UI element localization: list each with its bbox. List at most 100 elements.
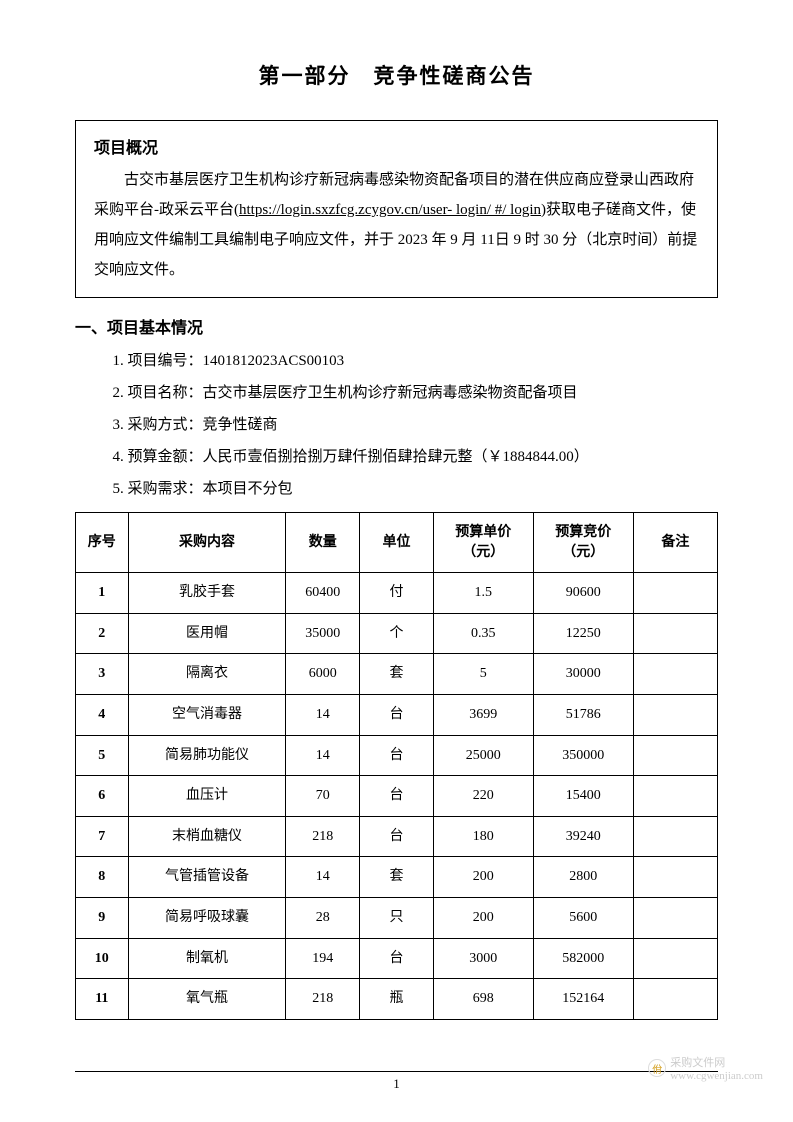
table-row: 2医用帽35000个0.3512250	[76, 613, 718, 654]
cell-total: 51786	[533, 694, 633, 735]
cell-unit: 台	[360, 776, 434, 817]
table-row: 5简易肺功能仪14台25000350000	[76, 735, 718, 776]
cell-unit: 个	[360, 613, 434, 654]
cell-remark	[633, 573, 717, 614]
cell-seq: 11	[76, 979, 129, 1020]
cell-unit: 台	[360, 694, 434, 735]
cell-seq: 10	[76, 938, 129, 979]
info-item-project-name: 2. 项目名称：古交市基层医疗卫生机构诊疗新冠病毒感染物资配备项目	[113, 378, 719, 408]
table-header-row: 序号 采购内容 数量 单位 预算单价（元） 预算竞价（元） 备注	[76, 513, 718, 573]
info-item-procurement-method: 3. 采购方式：竞争性磋商	[113, 410, 719, 440]
overview-paragraph: 古交市基层医疗卫生机构诊疗新冠病毒感染物资配备项目的潜在供应商应登录山西政府采购…	[94, 165, 699, 285]
cell-content: 末梢血糖仪	[128, 816, 286, 857]
platform-link[interactable]: https://login.sxzfcg.zcygov.cn/user- log…	[239, 202, 541, 218]
page-title: 第一部分 竞争性磋商公告	[75, 60, 718, 90]
header-unitprice: 预算单价（元）	[433, 513, 533, 573]
cell-unit: 瓶	[360, 979, 434, 1020]
cell-unitprice: 200	[433, 897, 533, 938]
overview-heading: 项目概况	[94, 133, 699, 165]
table-row: 4空气消毒器14台369951786	[76, 694, 718, 735]
cell-content: 气管插管设备	[128, 857, 286, 898]
cell-unit: 只	[360, 897, 434, 938]
cell-total: 12250	[533, 613, 633, 654]
watermark-text: 采购文件网	[670, 1057, 725, 1069]
cell-total: 5600	[533, 897, 633, 938]
cell-remark	[633, 654, 717, 695]
cell-unit: 付	[360, 573, 434, 614]
cell-qty: 14	[286, 735, 360, 776]
cell-seq: 5	[76, 735, 129, 776]
header-seq: 序号	[76, 513, 129, 573]
cell-remark	[633, 613, 717, 654]
cell-total: 152164	[533, 979, 633, 1020]
cell-remark	[633, 857, 717, 898]
cell-content: 血压计	[128, 776, 286, 817]
cell-qty: 14	[286, 694, 360, 735]
cell-qty: 35000	[286, 613, 360, 654]
project-info-list: 1. 项目编号：1401812023ACS00103 2. 项目名称：古交市基层…	[75, 346, 718, 504]
cell-content: 氧气瓶	[128, 979, 286, 1020]
cell-qty: 6000	[286, 654, 360, 695]
cell-unitprice: 200	[433, 857, 533, 898]
overview-box: 项目概况 古交市基层医疗卫生机构诊疗新冠病毒感染物资配备项目的潜在供应商应登录山…	[75, 120, 718, 298]
cell-seq: 4	[76, 694, 129, 735]
cell-unitprice: 3000	[433, 938, 533, 979]
table-row: 11氧气瓶218瓶698152164	[76, 979, 718, 1020]
watermark-url: www.cgwenjian.com	[670, 1070, 763, 1082]
page-footer: 1	[75, 1071, 718, 1092]
cell-total: 39240	[533, 816, 633, 857]
header-unit: 单位	[360, 513, 434, 573]
cell-unitprice: 0.35	[433, 613, 533, 654]
cell-remark	[633, 938, 717, 979]
cell-content: 简易呼吸球囊	[128, 897, 286, 938]
cell-total: 582000	[533, 938, 633, 979]
cell-content: 隔离衣	[128, 654, 286, 695]
table-row: 10制氧机194台3000582000	[76, 938, 718, 979]
info-item-budget: 4. 预算金额：人民币壹佰捌拾捌万肆仟捌佰肆拾肆元整（￥1884844.00）	[113, 442, 719, 472]
cell-content: 医用帽	[128, 613, 286, 654]
info-item-project-number: 1. 项目编号：1401812023ACS00103	[113, 346, 719, 376]
page-number: 1	[393, 1076, 400, 1091]
cell-qty: 14	[286, 857, 360, 898]
cell-total: 90600	[533, 573, 633, 614]
cell-qty: 218	[286, 816, 360, 857]
cell-content: 简易肺功能仪	[128, 735, 286, 776]
cell-remark	[633, 776, 717, 817]
table-row: 8气管插管设备14套2002800	[76, 857, 718, 898]
cell-remark	[633, 979, 717, 1020]
cell-unit: 套	[360, 857, 434, 898]
cell-seq: 6	[76, 776, 129, 817]
cell-remark	[633, 694, 717, 735]
cell-content: 空气消毒器	[128, 694, 286, 735]
cell-unitprice: 3699	[433, 694, 533, 735]
table-row: 7末梢血糖仪218台18039240	[76, 816, 718, 857]
cell-unitprice: 5	[433, 654, 533, 695]
cell-qty: 28	[286, 897, 360, 938]
procurement-table: 序号 采购内容 数量 单位 预算单价（元） 预算竞价（元） 备注 1乳胶手套60…	[75, 512, 718, 1020]
cell-unit: 台	[360, 735, 434, 776]
cell-qty: 70	[286, 776, 360, 817]
watermark-icon: 佾	[648, 1059, 666, 1077]
cell-unitprice: 25000	[433, 735, 533, 776]
table-row: 1乳胶手套60400付1.590600	[76, 573, 718, 614]
info-item-requirement: 5. 采购需求：本项目不分包	[113, 474, 719, 504]
cell-qty: 60400	[286, 573, 360, 614]
cell-unit: 台	[360, 816, 434, 857]
cell-seq: 7	[76, 816, 129, 857]
cell-total: 350000	[533, 735, 633, 776]
cell-unit: 台	[360, 938, 434, 979]
cell-seq: 2	[76, 613, 129, 654]
cell-total: 15400	[533, 776, 633, 817]
table-row: 3隔离衣6000套530000	[76, 654, 718, 695]
cell-unitprice: 1.5	[433, 573, 533, 614]
watermark: 佾 采购文件网 www.cgwenjian.com	[648, 1054, 763, 1082]
section-heading: 一、项目基本情况	[75, 314, 718, 338]
cell-unitprice: 220	[433, 776, 533, 817]
cell-remark	[633, 897, 717, 938]
cell-unitprice: 180	[433, 816, 533, 857]
cell-remark	[633, 816, 717, 857]
cell-remark	[633, 735, 717, 776]
cell-total: 2800	[533, 857, 633, 898]
header-content: 采购内容	[128, 513, 286, 573]
cell-seq: 1	[76, 573, 129, 614]
